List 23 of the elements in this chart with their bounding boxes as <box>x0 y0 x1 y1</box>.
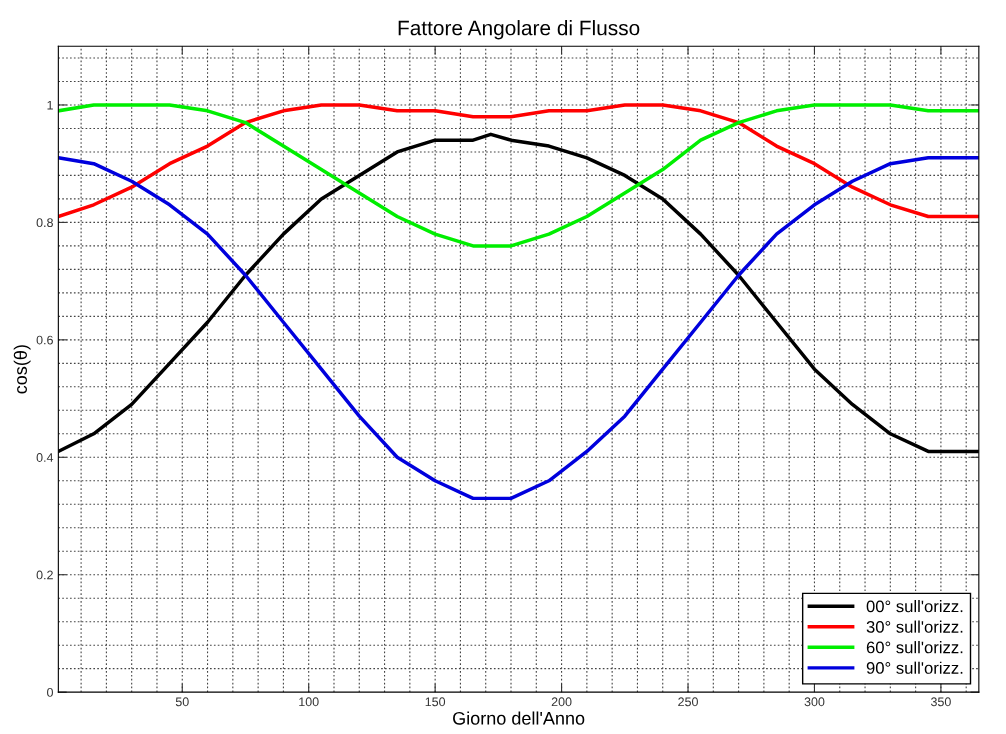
line-series <box>58 156 979 501</box>
y-tick-label: 0.2 <box>36 570 53 580</box>
x-tick-label: 350 <box>930 697 951 707</box>
y-tick-label: 0.8 <box>36 218 53 228</box>
legend-label: 90° sull'orizz. <box>866 661 963 674</box>
legend-label: 60° sull'orizz. <box>866 641 963 654</box>
line-series <box>58 103 979 248</box>
x-tick-label: 250 <box>678 697 698 707</box>
legend-label: 00° sull'orizz. <box>866 600 963 613</box>
y-tick-label: 0.4 <box>36 453 54 462</box>
legend-label: 30° sull'orizz. <box>866 620 963 633</box>
x-tick-label: 50 <box>175 697 189 707</box>
x-tick-label: 150 <box>425 697 446 707</box>
x-tick-label: 300 <box>804 697 825 707</box>
y-tick-label: 1 <box>47 100 53 110</box>
y-axis-title: cos(θ) <box>13 345 31 394</box>
x-tick-label: 200 <box>551 697 572 707</box>
x-tick-label: 100 <box>299 697 319 707</box>
chart-title: Fattore Angolare di Flusso <box>398 20 640 40</box>
y-tick-label: 0 <box>47 687 53 697</box>
line-series <box>58 103 979 219</box>
y-tick-label: 0.6 <box>36 335 53 345</box>
x-axis-title: Giorno dell'Anno <box>453 711 585 725</box>
